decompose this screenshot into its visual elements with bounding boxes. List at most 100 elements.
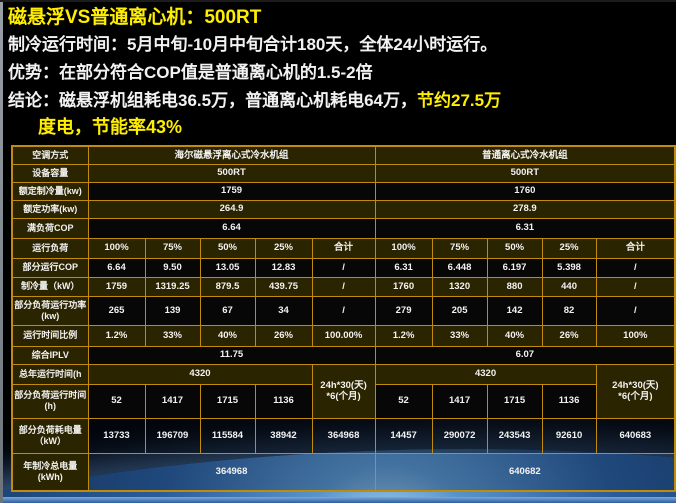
value-cell: 14457 bbox=[374, 417, 433, 454]
value-cell: 34 bbox=[254, 295, 313, 326]
value-cell: 合计 bbox=[595, 237, 676, 259]
value-cell: 1760 bbox=[374, 276, 433, 297]
hours-note-line1: 24h*30(天) bbox=[320, 379, 367, 391]
value-cell: 4320 bbox=[87, 363, 313, 385]
row-label-cell: 年制冷总电量(kWh) bbox=[11, 452, 89, 492]
value-cell: 5.398 bbox=[541, 257, 597, 278]
row-label-cell: 部分负荷耗电量（kW） bbox=[11, 417, 89, 454]
value-cell: 440 bbox=[541, 276, 597, 297]
value-cell: / bbox=[311, 257, 376, 278]
row-label-cell: 额定制冷量(kw) bbox=[11, 181, 89, 201]
value-cell: 100.00% bbox=[311, 324, 376, 347]
row-label-cell: 运行负荷 bbox=[11, 237, 89, 259]
conclusion-line: 结论：磁悬浮机组耗电36.5万，普通离心机耗电64万，节约27.5万 bbox=[8, 87, 668, 115]
value-cell: 13.05 bbox=[199, 257, 256, 278]
value-cell: 6.31 bbox=[374, 217, 676, 239]
value-cell: 640683 bbox=[595, 417, 676, 454]
slide-title: 磁悬浮VS普通离心机：500RT bbox=[8, 7, 262, 28]
value-cell: 879.5 bbox=[199, 276, 256, 297]
hours-note-cell: 24h*30(天) *6(个月) bbox=[595, 363, 676, 419]
value-cell: 1320 bbox=[431, 276, 488, 297]
table-row: 部分负荷运行功率(kw) 265 139 67 34 / 279 205 142… bbox=[11, 295, 676, 326]
table-row: 部分负荷运行时间(h) 52 1417 1715 1136 52 1417 17… bbox=[11, 383, 675, 419]
runtime-line: 制冷运行时间：5月中旬-10月中旬合计180天，全体24小时运行。 bbox=[8, 35, 498, 54]
advantage-line: 优势：在部分符合COP值是普通离心机的1.5-2倍 bbox=[8, 63, 373, 82]
table-row: 额定制冷量(kw) 1759 1760 bbox=[11, 181, 676, 201]
value-cell: 1715 bbox=[199, 383, 256, 419]
value-cell: 1319.25 bbox=[144, 276, 201, 297]
table-row: 部分运行COP 6.64 9.50 13.05 12.83 / 6.31 6.4… bbox=[11, 257, 676, 278]
table-row: 设备容量 500RT 500RT bbox=[11, 163, 676, 183]
value-cell: 500RT bbox=[87, 163, 376, 183]
value-cell: 1759 bbox=[87, 181, 376, 201]
value-cell: 6.197 bbox=[486, 257, 543, 278]
value-cell: 115584 bbox=[199, 417, 256, 454]
table-row: 运行时间比例 1.2% 33% 40% 26% 100.00% 1.2% 33%… bbox=[11, 324, 676, 347]
row-label-cell: 设备容量 bbox=[11, 163, 89, 183]
value-cell: 1.2% bbox=[87, 324, 146, 347]
value-cell: 1759 bbox=[87, 276, 146, 297]
table-row: 额定功率(kw) 264.9 278.9 bbox=[11, 199, 676, 219]
value-cell: 500RT bbox=[374, 163, 676, 183]
value-cell: 100% bbox=[595, 324, 676, 347]
value-cell: 243543 bbox=[486, 417, 543, 454]
value-cell: 33% bbox=[431, 324, 488, 347]
value-cell: 12.83 bbox=[254, 257, 313, 278]
group1-header-cell: 海尔磁悬浮离心式冷水机组 bbox=[87, 145, 376, 165]
row-label-cell: 综合IPLV bbox=[11, 345, 89, 365]
value-cell: 205 bbox=[431, 295, 488, 326]
value-cell: 6.448 bbox=[431, 257, 488, 278]
value-cell: 11.75 bbox=[87, 345, 376, 365]
value-cell: 40% bbox=[199, 324, 256, 347]
value-cell: 265 bbox=[87, 295, 146, 326]
hours-note-cell: 24h*30(天) *6(个月) bbox=[311, 363, 376, 419]
value-cell: 264.9 bbox=[87, 199, 376, 219]
value-cell: 6.07 bbox=[374, 345, 676, 365]
value-cell: / bbox=[311, 295, 376, 326]
value-cell: 364968 bbox=[87, 452, 376, 492]
row-label-cell: 部分负荷运行功率(kw) bbox=[11, 295, 89, 326]
value-cell: 26% bbox=[254, 324, 313, 347]
table-row: 综合IPLV 11.75 6.07 bbox=[11, 345, 676, 365]
comparison-table: 空调方式 海尔磁悬浮离心式冷水机组 普通离心式冷水机组 设备容量 500RT 5… bbox=[11, 145, 676, 492]
value-cell: 1417 bbox=[144, 383, 201, 419]
value-cell: / bbox=[595, 257, 676, 278]
value-cell: 100% bbox=[87, 237, 146, 259]
value-cell: 1760 bbox=[374, 181, 676, 201]
table-row: 空调方式 海尔磁悬浮离心式冷水机组 普通离心式冷水机组 bbox=[11, 145, 676, 165]
value-cell: 25% bbox=[254, 237, 313, 259]
top-edge-strip bbox=[0, 0, 676, 2]
value-cell: 75% bbox=[431, 237, 488, 259]
table-row: 制冷量（kW） 1759 1319.25 879.5 439.75 / 1760… bbox=[11, 276, 676, 297]
row-label-cell: 空调方式 bbox=[11, 145, 89, 165]
conclusion-highlight-text: 节约27.5万 bbox=[417, 91, 502, 110]
value-cell: / bbox=[311, 276, 376, 297]
value-cell: 1136 bbox=[254, 383, 313, 419]
value-cell: 139 bbox=[144, 295, 201, 326]
table-row: 部分负荷耗电量（kW） 13733 196709 115584 38942 36… bbox=[11, 417, 676, 454]
row-label-cell: 部分负荷运行时间(h) bbox=[11, 383, 89, 419]
row-label-cell: 额定功率(kw) bbox=[11, 199, 89, 219]
value-cell: 67 bbox=[199, 295, 256, 326]
value-cell: 50% bbox=[486, 237, 543, 259]
bottom-bar bbox=[0, 497, 676, 503]
value-cell: 142 bbox=[486, 295, 543, 326]
value-cell: 290072 bbox=[431, 417, 488, 454]
value-cell: 640682 bbox=[374, 452, 676, 492]
value-cell: 1.2% bbox=[374, 324, 433, 347]
value-cell: 279 bbox=[374, 295, 433, 326]
value-cell: 13733 bbox=[87, 417, 146, 454]
row-label-cell: 制冷量（kW） bbox=[11, 276, 89, 297]
table-row: 年制冷总电量(kWh) 364968 640682 bbox=[11, 452, 676, 492]
row-label-cell: 运行时间比例 bbox=[11, 324, 89, 347]
hours-note-line1: 24h*30(天) bbox=[612, 379, 659, 391]
conclusion-white-text: 结论：磁悬浮机组耗电36.5万，普通离心机耗电64万， bbox=[8, 91, 417, 110]
value-cell: 合计 bbox=[311, 237, 376, 259]
value-cell: / bbox=[595, 295, 676, 326]
row-label-cell: 满负荷COP bbox=[11, 217, 89, 239]
value-cell: 75% bbox=[144, 237, 201, 259]
value-cell: 52 bbox=[87, 383, 146, 419]
value-cell: 50% bbox=[199, 237, 256, 259]
conclusion-line2: 度电，节能率43% bbox=[38, 117, 183, 137]
